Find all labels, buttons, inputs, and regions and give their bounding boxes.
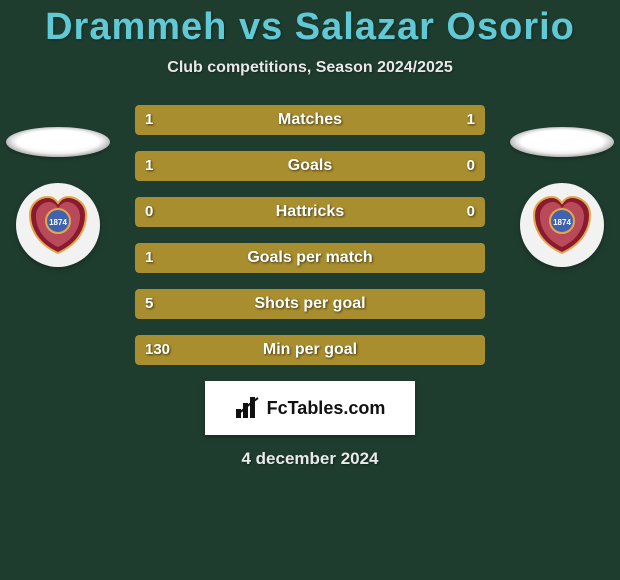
bars-logo-icon [235,397,261,419]
stat-row: Shots per goal5 [135,289,485,319]
stat-row: Goals per match1 [135,243,485,273]
comparison-stage: 1874 1874 Matches11 Goals10 Hattricks00 Goa… [0,105,620,469]
subtitle: Club competitions, Season 2024/2025 [0,59,620,77]
player-left-crest: 1874 [16,183,100,267]
date-text: 4 december 2024 [0,449,620,469]
stat-bar-right [310,197,485,227]
site-badge: FcTables.com [205,381,415,435]
page-title: Drammeh vs Salazar Osorio [0,0,620,49]
stat-bar-left [135,243,485,273]
site-name: FcTables.com [267,398,386,419]
stat-row: Min per goal130 [135,335,485,365]
stat-bar-right [310,105,485,135]
stat-bar-left [135,151,398,181]
stat-row: Hattricks00 [135,197,485,227]
stats-bars: Matches11 Goals10 Hattricks00 Goals per mat… [135,105,485,365]
svg-text:1874: 1874 [553,218,571,227]
stat-bar-left [135,105,310,135]
svg-text:1874: 1874 [49,218,67,227]
player-right-flag [510,127,614,157]
hearts-crest-icon: 1874 [530,193,594,257]
stat-row: Matches11 [135,105,485,135]
hearts-crest-icon: 1874 [26,193,90,257]
stat-bar-left [135,197,310,227]
stat-bar-right [398,151,486,181]
stat-row: Goals10 [135,151,485,181]
stat-bar-left [135,289,485,319]
stat-bar-left [135,335,485,365]
player-left-flag [6,127,110,157]
player-right-crest: 1874 [520,183,604,267]
